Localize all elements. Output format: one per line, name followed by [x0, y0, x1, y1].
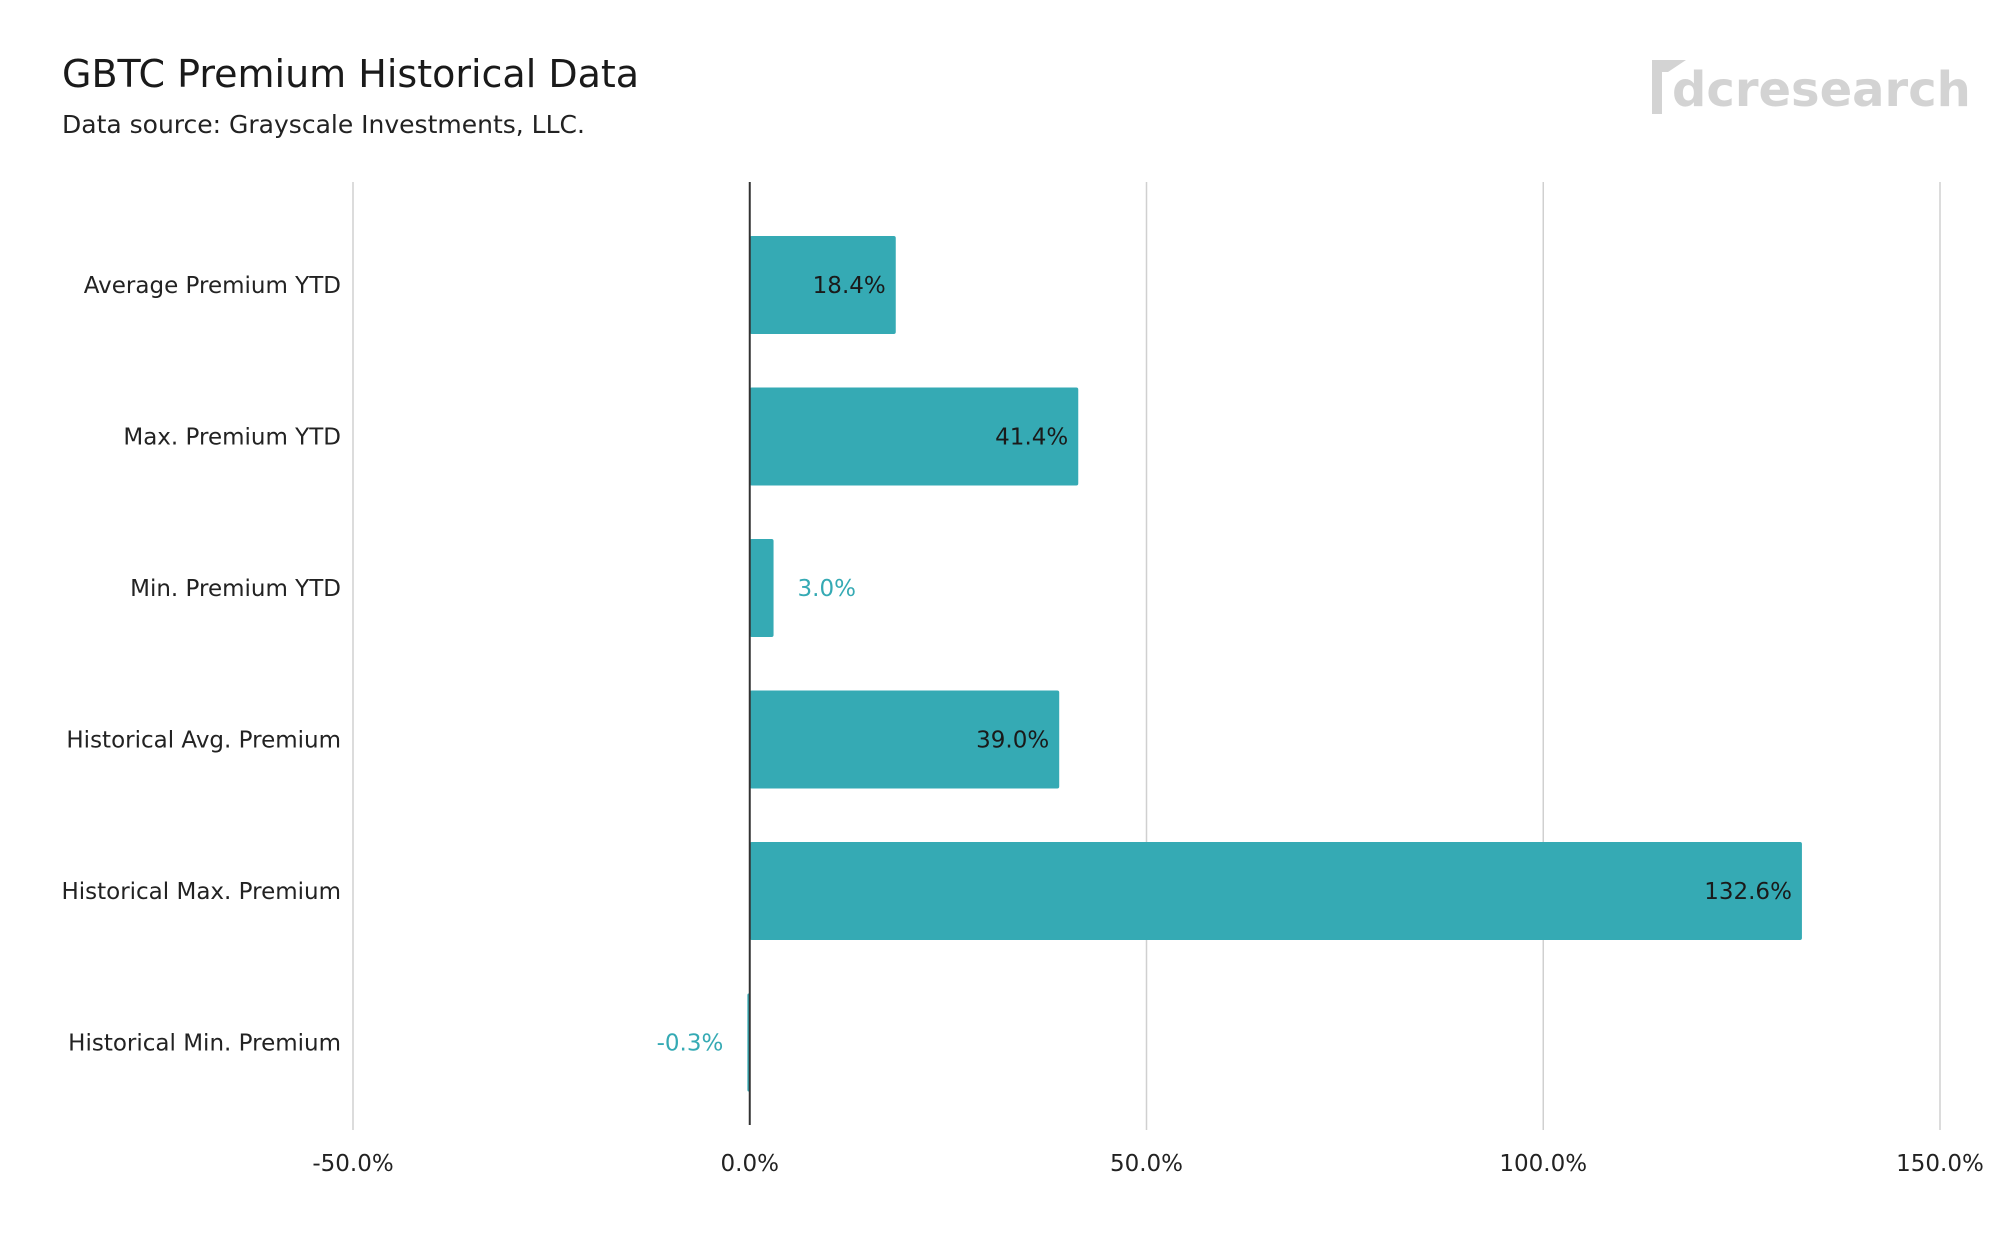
category-label: Max. Premium YTD [123, 425, 341, 451]
bar [749, 842, 1802, 940]
category-label: Historical Min. Premium [68, 1031, 341, 1057]
logo-text: dcresearch [1672, 62, 1971, 118]
value-label: 41.4% [995, 425, 1068, 451]
category-label: Historical Max. Premium [61, 879, 341, 905]
chart-subtitle: Data source: Grayscale Investments, LLC. [62, 110, 585, 139]
value-label: 18.4% [813, 273, 886, 299]
bar [749, 387, 1079, 486]
x-tick-label: -50.0% [312, 1151, 393, 1177]
value-label: -0.3% [657, 1031, 724, 1057]
value-label: 39.0% [976, 728, 1049, 754]
value-label: 3.0% [798, 576, 856, 602]
value-label: 132.6% [1704, 879, 1792, 905]
dcresearch-logo: dcresearch [1650, 56, 1971, 126]
chart-title: GBTC Premium Historical Data [62, 52, 640, 96]
x-tick-label: 50.0% [1110, 1151, 1183, 1177]
bar [749, 539, 774, 637]
x-tick-label: 100.0% [1499, 1151, 1587, 1177]
category-label: Historical Avg. Premium [66, 728, 341, 754]
logo-mark-icon [1652, 60, 1686, 114]
bar [749, 690, 1060, 789]
x-tick-label: 0.0% [721, 1151, 779, 1177]
x-tick-label: 150.0% [1896, 1151, 1984, 1177]
category-label: Average Premium YTD [84, 273, 341, 299]
bar [749, 236, 896, 334]
category-label: Min. Premium YTD [130, 576, 341, 602]
